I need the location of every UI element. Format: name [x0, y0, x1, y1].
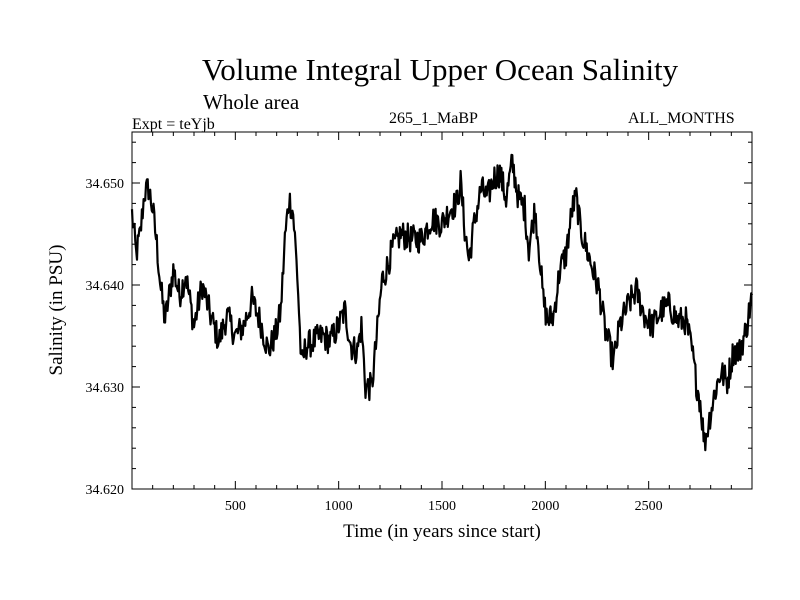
x-tick-label: 2500 [635, 499, 663, 514]
x-tick-label: 500 [225, 499, 246, 514]
y-tick-label: 34.620 [86, 483, 125, 498]
y-tick-label: 34.650 [86, 177, 125, 192]
run-label: 265_1_MaBP [389, 110, 478, 127]
chart-subtitle: Whole area [203, 90, 300, 114]
x-tick-label: 1500 [428, 499, 456, 514]
y-axis-label: Salinity (in PSU) [46, 245, 67, 376]
x-tick-label: 1000 [325, 499, 353, 514]
x-axis-label: Time (in years since start) [343, 521, 541, 542]
plot-frame [131, 131, 753, 490]
series-line-salinity [130, 153, 754, 452]
chart-title: Volume Integral Upper Ocean Salinity [201, 52, 679, 87]
y-tick-label: 34.640 [86, 279, 125, 294]
x-tick-label: 2000 [531, 499, 559, 514]
y-tick-label: 34.630 [86, 381, 125, 396]
months-label: ALL_MONTHS [628, 110, 735, 127]
experiment-label: Expt = teYjb [132, 116, 215, 133]
